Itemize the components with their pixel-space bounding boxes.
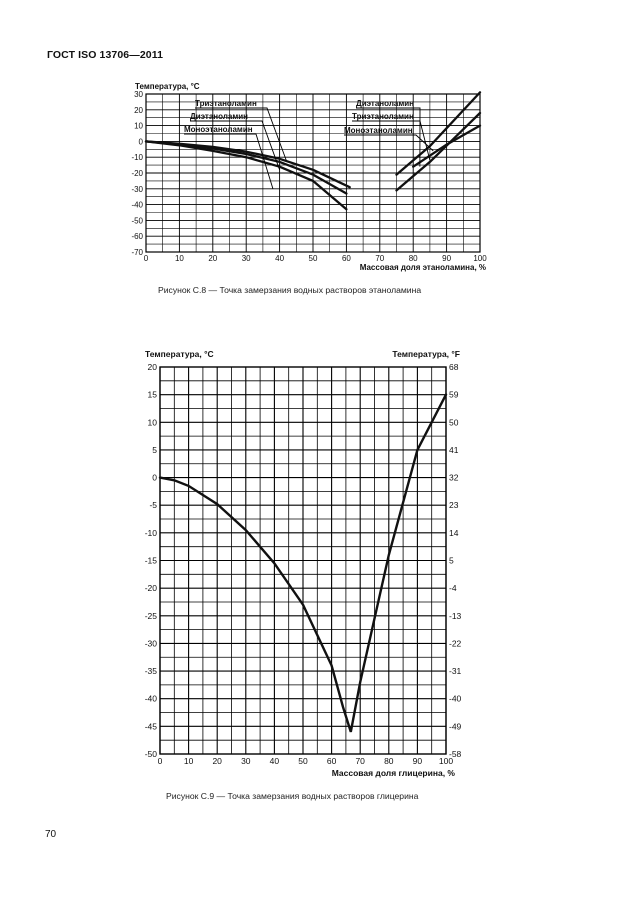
x-tick-label: 10 (175, 254, 184, 263)
y-tick-label-right: 5 (449, 556, 454, 566)
y-tick-label-right: -58 (449, 749, 462, 759)
series-line-2 (144, 140, 351, 189)
y-tick-label: -40 (145, 694, 158, 704)
y-tick-label: -35 (145, 666, 158, 676)
x-tick-label: 50 (309, 254, 318, 263)
y-tick-label: -40 (131, 201, 143, 210)
x-tick-label: 20 (212, 756, 222, 766)
y-tick-label-right: 23 (449, 500, 459, 510)
label-leader-line (356, 107, 421, 167)
x-axis-title: Массовая доля этаноламина, % (360, 263, 486, 272)
y-axis-title-right: Температура, °F (392, 349, 460, 359)
x-tick-label: 70 (375, 254, 384, 263)
y-tick-label-right: -4 (449, 583, 457, 593)
y-tick-label-right: -22 (449, 638, 462, 648)
x-tick-label: 60 (342, 254, 351, 263)
y-tick-label: -20 (131, 169, 143, 178)
series-label-right: Моноэтаноламин (344, 126, 413, 135)
series-label-left: Триэтаноламин (195, 99, 257, 108)
y-tick-label-right: 50 (449, 417, 459, 427)
y-tick-label: -5 (149, 500, 157, 510)
y-tick-label: -50 (131, 216, 143, 225)
x-tick-label: 30 (241, 756, 251, 766)
y-tick-label: -30 (145, 638, 158, 648)
x-tick-label: 0 (144, 254, 149, 263)
y-tick-label: 30 (134, 90, 143, 99)
series-label-right: Диэтаноламин (356, 99, 414, 108)
x-tick-label: 10 (184, 756, 194, 766)
y-tick-label-right: -31 (449, 666, 462, 676)
x-tick-label: 100 (439, 756, 453, 766)
x-tick-label: 20 (208, 254, 217, 263)
x-tick-label: 70 (355, 756, 365, 766)
y-tick-label: 0 (139, 137, 144, 146)
y-tick-label: -50 (145, 749, 158, 759)
x-tick-label: 60 (327, 756, 337, 766)
y-tick-label-right: 32 (449, 473, 459, 483)
y-tick-label: -70 (131, 248, 143, 257)
y-tick-label-right: -13 (449, 611, 462, 621)
chart-ethanolamine: 0 10 20 30 40 50 60 70 80 90 1003020100-10-20-30-4… (131, 82, 487, 272)
x-tick-label: 50 (298, 756, 308, 766)
document-header: ГОСТ ISO 13706—2011 (47, 49, 164, 61)
label-leader-line (344, 134, 434, 152)
y-tick-label: -20 (145, 583, 158, 593)
y-tick-label-right: -49 (449, 721, 462, 731)
y-axis-title: Температура, °С (135, 82, 200, 91)
x-tick-label: 80 (384, 756, 394, 766)
y-tick-label: -60 (131, 232, 143, 241)
y-tick-label: 20 (148, 362, 158, 372)
label-leader-line (190, 120, 281, 170)
y-tick-label: 15 (148, 390, 158, 400)
x-tick-label: 80 (409, 254, 418, 263)
series-label-right: Триэтаноламин (352, 112, 414, 121)
y-tick-label: -10 (131, 153, 143, 162)
x-tick-label: 40 (275, 254, 284, 263)
plot-frame (159, 366, 447, 755)
y-tick-label: -10 (145, 528, 158, 538)
series-label-left: Диэтаноламин (190, 112, 248, 121)
x-tick-label: 100 (473, 254, 487, 263)
figure-caption-c9: Рисунок С.9 — Точка замерзания водных ра… (166, 791, 419, 801)
plot-frame (145, 93, 481, 253)
chart-glycerin: 0 10 20 30 40 50 60 70 80 90 10020151050-5-10-15-2… (145, 349, 462, 778)
x-axis-title: Массовая доля глицерина, % (332, 768, 456, 778)
series-line-0 (158, 393, 448, 733)
y-tick-label-right: 41 (449, 445, 459, 455)
y-tick-label: 10 (148, 417, 158, 427)
x-tick-label: 90 (413, 756, 423, 766)
x-tick-label: 40 (270, 756, 280, 766)
y-tick-label: 20 (134, 106, 143, 115)
series-line-3 (395, 91, 482, 176)
y-tick-label-right: -40 (449, 694, 462, 704)
y-tick-label: 10 (134, 122, 143, 131)
x-tick-label: 0 (158, 756, 163, 766)
y-tick-label: -30 (131, 185, 143, 194)
label-leader-line (352, 120, 431, 161)
y-tick-label: 5 (152, 445, 157, 455)
series-line-5 (412, 124, 482, 168)
y-tick-label: -25 (145, 611, 158, 621)
page-number: 70 (45, 829, 57, 840)
y-tick-label: 0 (152, 473, 157, 483)
series-label-left: Моноэтаноламин (184, 125, 253, 134)
label-leader-line (184, 133, 274, 189)
y-axis-title: Температура, °С (145, 349, 214, 359)
x-tick-label: 30 (242, 254, 251, 263)
y-tick-label: -15 (145, 556, 158, 566)
y-tick-label: -45 (145, 721, 158, 731)
y-tick-label-right: 68 (449, 362, 459, 372)
y-tick-label-right: 14 (449, 528, 459, 538)
figure-caption-c8: Рисунок С.8 — Точка замерзания водных ра… (158, 285, 422, 295)
x-tick-label: 90 (442, 254, 451, 263)
label-leader-line (195, 107, 287, 161)
y-tick-label-right: 59 (449, 390, 459, 400)
series-line-4 (395, 111, 482, 192)
